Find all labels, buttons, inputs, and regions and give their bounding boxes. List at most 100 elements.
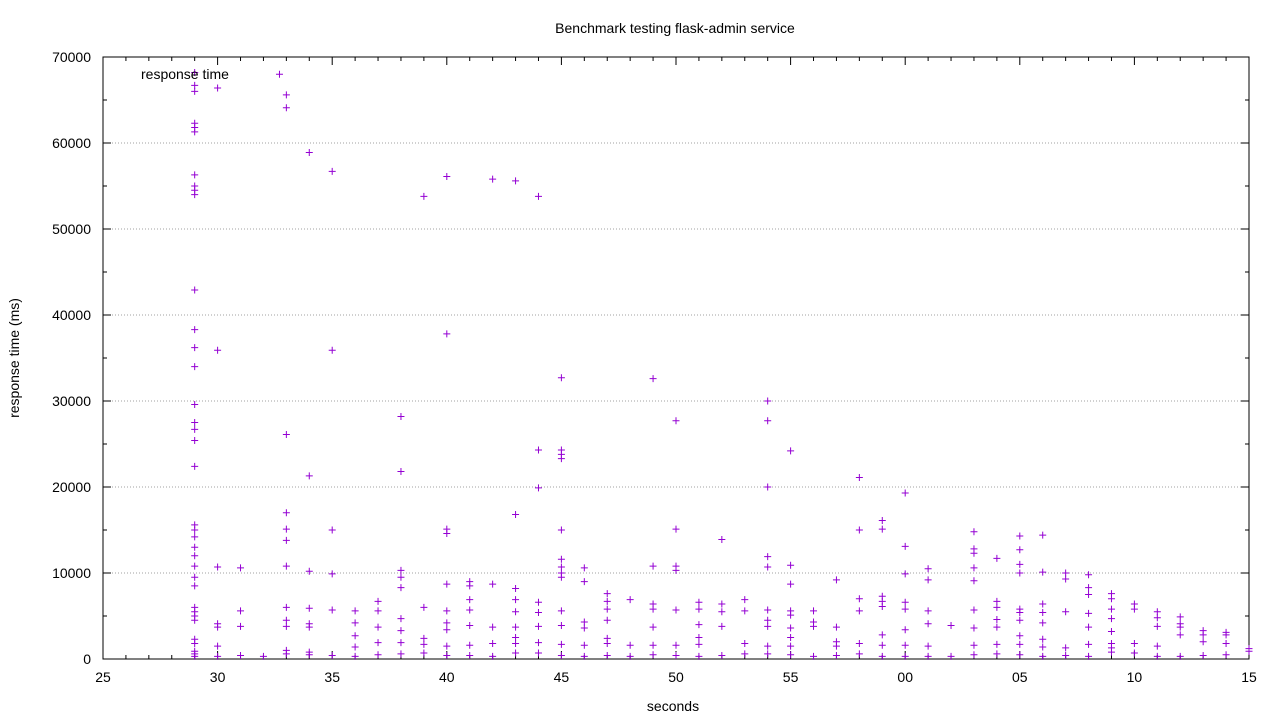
data-point <box>855 640 863 648</box>
data-point <box>191 425 199 433</box>
data-point <box>1016 616 1024 624</box>
y-tick-label: 0 <box>83 651 91 667</box>
x-tick-label: 45 <box>554 669 570 685</box>
data-point <box>764 417 772 425</box>
data-point <box>924 565 932 573</box>
data-point <box>901 626 909 634</box>
data-point <box>443 626 451 634</box>
data-point <box>191 119 199 127</box>
data-point <box>993 623 1001 631</box>
data-point <box>580 652 588 660</box>
data-point <box>787 642 795 650</box>
data-point <box>397 468 405 476</box>
data-point <box>1153 614 1161 622</box>
data-point <box>282 525 290 533</box>
data-point <box>832 623 840 631</box>
data-point <box>1222 640 1230 648</box>
data-point <box>420 603 428 611</box>
data-point <box>214 642 222 650</box>
data-point <box>993 615 1001 623</box>
data-point <box>282 622 290 630</box>
data-point <box>603 605 611 613</box>
data-point <box>901 641 909 649</box>
data-point <box>1085 640 1093 648</box>
data-point <box>1130 649 1138 657</box>
data-point <box>1039 652 1047 660</box>
data-point <box>603 616 611 624</box>
data-point <box>1176 631 1184 639</box>
data-point <box>282 104 290 112</box>
data-point <box>351 607 359 615</box>
data-point <box>237 622 245 630</box>
data-point <box>512 649 520 657</box>
data-point <box>191 363 199 371</box>
data-point <box>282 562 290 570</box>
data-point <box>993 640 1001 648</box>
data-point <box>328 570 336 578</box>
data-point <box>557 607 565 615</box>
data-point <box>649 641 657 649</box>
data-points <box>191 68 1253 660</box>
data-point <box>1199 627 1207 635</box>
data-point <box>970 651 978 659</box>
data-point <box>191 171 199 179</box>
data-point <box>1039 635 1047 643</box>
data-point <box>397 615 405 623</box>
data-point <box>534 192 542 200</box>
x-tick-label: 05 <box>1012 669 1028 685</box>
data-point <box>374 597 382 605</box>
data-point <box>924 620 932 628</box>
data-point <box>466 606 474 614</box>
data-point <box>787 580 795 588</box>
data-point <box>397 573 405 581</box>
data-point <box>787 607 795 615</box>
data-point <box>718 535 726 543</box>
data-point <box>580 564 588 572</box>
data-point <box>855 526 863 534</box>
data-point <box>443 619 451 627</box>
data-point <box>1199 638 1207 646</box>
data-point <box>1085 571 1093 579</box>
data-point <box>557 652 565 660</box>
data-point <box>557 526 565 534</box>
data-point <box>534 484 542 492</box>
data-point <box>993 597 1001 605</box>
data-point <box>351 652 359 660</box>
data-point <box>970 528 978 536</box>
data-point <box>512 177 520 185</box>
data-point <box>810 607 818 615</box>
y-tick-label: 50000 <box>52 221 91 237</box>
data-point <box>626 641 634 649</box>
data-point <box>512 640 520 648</box>
data-point <box>1016 560 1024 568</box>
data-point <box>1039 531 1047 539</box>
data-point <box>214 84 222 92</box>
data-point <box>557 640 565 648</box>
data-point <box>764 642 772 650</box>
data-point <box>718 608 726 616</box>
x-tick-label: 30 <box>210 669 226 685</box>
data-point <box>512 511 520 519</box>
data-point <box>855 607 863 615</box>
data-point <box>1085 609 1093 617</box>
data-point <box>1085 652 1093 660</box>
data-point <box>282 509 290 517</box>
data-point <box>191 521 199 529</box>
data-point <box>1039 568 1047 576</box>
data-point <box>534 649 542 657</box>
data-point <box>1085 584 1093 592</box>
data-point <box>351 619 359 627</box>
data-point <box>787 624 795 632</box>
data-point <box>924 576 932 584</box>
data-point <box>1039 600 1047 608</box>
data-point <box>214 620 222 628</box>
data-point <box>1222 628 1230 636</box>
data-point <box>1085 623 1093 631</box>
x-tick-label: 35 <box>324 669 340 685</box>
data-point <box>810 618 818 626</box>
data-point <box>832 652 840 660</box>
data-point <box>191 326 199 334</box>
data-point <box>275 70 283 78</box>
data-point <box>191 344 199 352</box>
